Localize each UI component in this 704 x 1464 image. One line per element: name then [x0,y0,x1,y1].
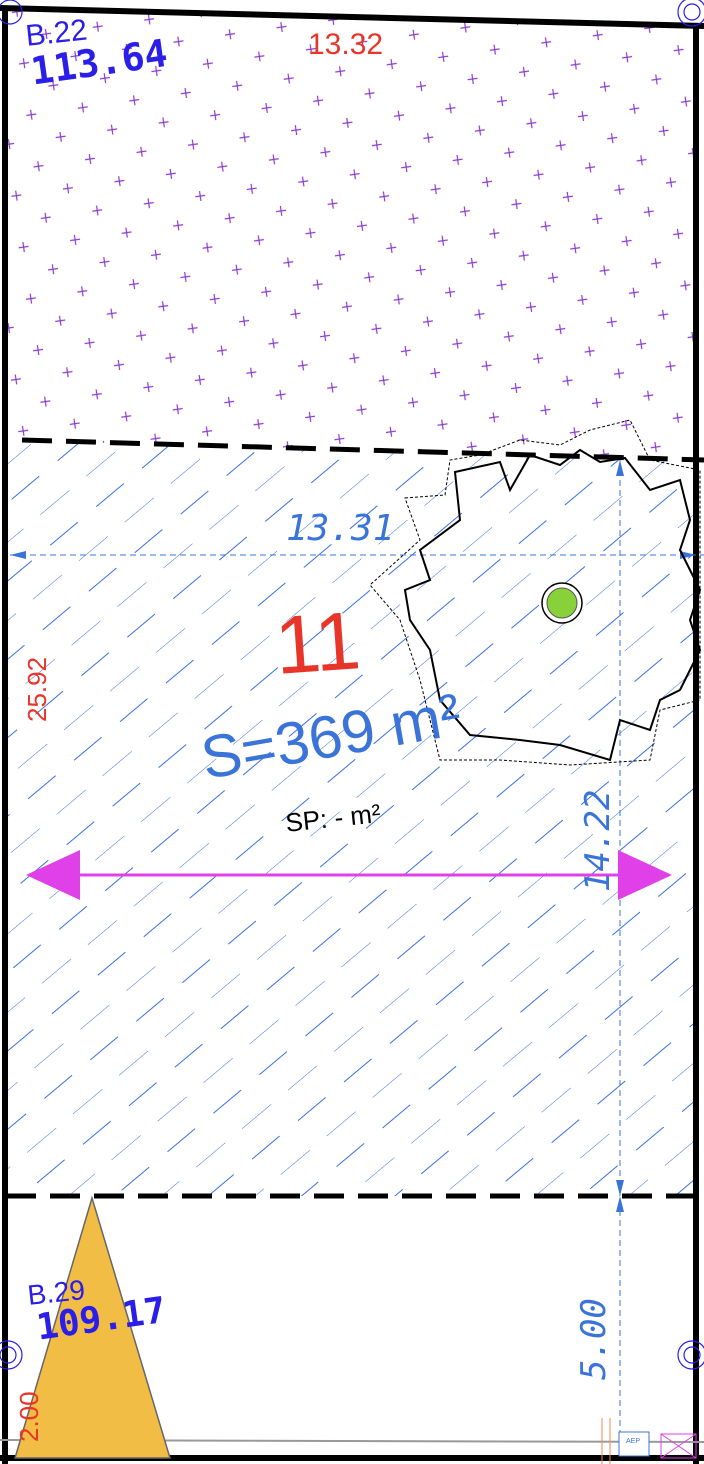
access-triangle [13,1195,172,1459]
tree-canopy-outline [403,448,702,762]
lot-number: 11 [272,595,364,692]
setback-dimension: 14.22 [578,789,618,892]
top-width-dimension: 13.32 [308,28,384,61]
utility-box-icon [601,1418,697,1464]
top-boundary [0,5,704,29]
tree-canopy-outline-old [369,419,701,766]
utility-box-label: AEP [626,1438,641,1445]
hatched-lot-zone [6,440,696,1196]
frontage-arrow-icon [26,850,672,900]
main-width-dimension: 13.31 [286,508,395,549]
dashed-setback-top [21,437,704,463]
bottom-side-dimension: 2.00 [14,1391,44,1442]
crosshatch-zone [6,10,696,460]
depth-dimension: 25.92 [22,656,52,722]
bottom-setback-dimension: 5.00 [574,1298,614,1380]
survey-marker-icon [0,0,704,1370]
